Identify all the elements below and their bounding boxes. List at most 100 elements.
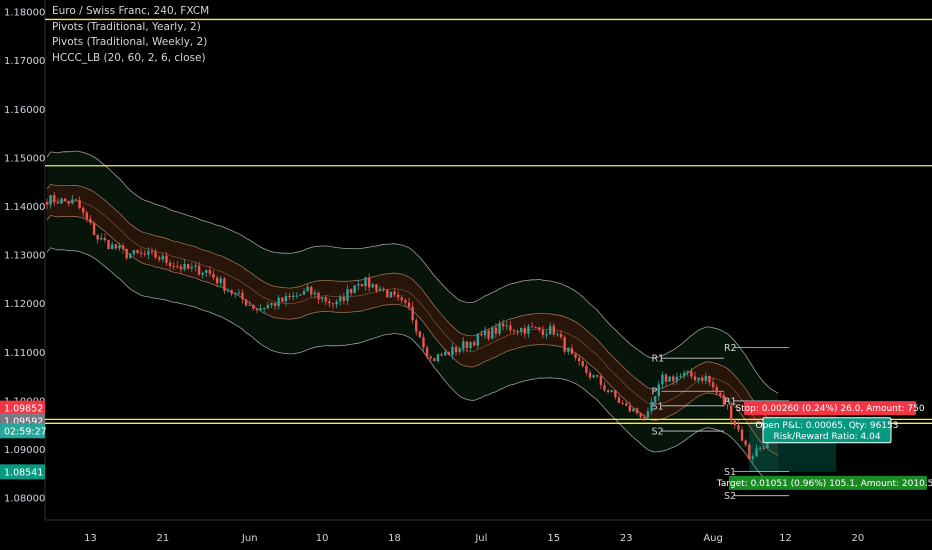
x-tick-label: Aug: [703, 533, 723, 544]
candle-body: [563, 337, 566, 352]
pivot-label-weekly: R2: [724, 343, 737, 354]
candle-body: [545, 334, 548, 336]
candle-body: [559, 333, 563, 338]
candle-body: [751, 456, 755, 460]
candle-body: [425, 347, 429, 357]
candle-body: [183, 264, 186, 270]
legend-symbol[interactable]: Euro / Swiss Franc, 240, FXCM: [52, 5, 210, 17]
channel-midline: [46, 199, 779, 440]
x-tick-label: 18: [388, 533, 401, 544]
candle-body: [758, 447, 762, 449]
candle-body: [331, 303, 335, 305]
candle-body: [375, 284, 378, 291]
stop-label: Stop: 0.00260 (0.24%) 26.0, Amount: 750: [735, 401, 925, 416]
candle-body: [628, 405, 632, 412]
candle-body: [71, 199, 74, 204]
candle-body: [339, 296, 342, 302]
candle-body: [273, 303, 277, 306]
candle-body: [150, 251, 154, 253]
candle-body: [378, 288, 382, 291]
candle-body: [480, 334, 483, 336]
candle-body: [78, 199, 81, 209]
candle-body: [469, 342, 472, 348]
candle-body: [252, 305, 255, 309]
candle-body: [132, 250, 136, 255]
candle-body: [266, 304, 270, 309]
candle-body: [498, 323, 501, 334]
candle-body: [176, 266, 179, 268]
candle-body: [664, 374, 668, 382]
candle-body: [60, 198, 63, 204]
pnl-label-text[interactable]: Open P&L: 0.00065, Qty: 96153: [756, 421, 899, 431]
candle-body: [610, 390, 613, 392]
candle-body: [494, 327, 498, 334]
candle-body: [505, 325, 508, 327]
candle-body: [668, 376, 671, 382]
candle-body: [299, 294, 302, 296]
candle-body: [89, 218, 92, 223]
candle-body: [603, 385, 606, 391]
candle-body: [411, 306, 414, 321]
candle-body: [143, 253, 146, 255]
candle-body: [110, 244, 114, 249]
candle-body: [407, 302, 411, 307]
legend-indicator[interactable]: HCCC_LB (20, 60, 2, 6, close): [52, 51, 206, 64]
candle-body: [219, 278, 222, 284]
candle-body: [306, 286, 309, 291]
legend-pivots-yearly[interactable]: Pivots (Traditional, Yearly, 2): [52, 20, 201, 33]
candle-body: [523, 327, 527, 334]
candle-body: [85, 212, 89, 219]
candle-body: [49, 195, 52, 205]
candle-body: [357, 284, 360, 286]
candle-body: [230, 290, 233, 294]
candle-body: [625, 403, 628, 406]
x-tick-label: Jul: [474, 533, 487, 544]
chart-legend: Euro / Swiss Franc, 240, FXCM Pivots (Tr…: [52, 4, 209, 66]
candle-body: [364, 277, 367, 287]
candle-body: [263, 308, 266, 310]
candle-body: [675, 376, 679, 382]
candle-body: [592, 375, 595, 378]
candle-body: [201, 272, 204, 275]
stop-label-text[interactable]: Stop: 0.00260 (0.24%) 26.0, Amount: 750: [735, 404, 924, 414]
candle-body: [396, 294, 400, 298]
candle-body: [139, 252, 143, 254]
candle-body: [556, 333, 559, 335]
candle-body: [679, 375, 682, 377]
candle-body: [748, 444, 751, 460]
candle-body: [259, 308, 262, 311]
stop-label-bg: [744, 401, 916, 416]
candle-body: [186, 264, 190, 269]
candle-body: [284, 295, 288, 302]
candle-body: [158, 257, 161, 260]
candle-body: [516, 331, 519, 333]
candle-body: [367, 277, 371, 288]
candle-body: [686, 371, 689, 373]
candle-body: [632, 408, 635, 412]
target-label-text[interactable]: Target: 0.01051 (0.96%) 105.1, Amount: 2…: [716, 479, 932, 489]
axis-price-label-bg: [0, 423, 45, 439]
pivot-label-weekly: S2: [652, 427, 664, 438]
candle-body: [574, 353, 577, 358]
axis-price-label: 02:59:27: [4, 426, 47, 437]
candle-body: [154, 251, 157, 258]
candle-body: [552, 325, 555, 335]
legend-pivots-weekly[interactable]: Pivots (Traditional, Weekly, 2): [52, 36, 208, 48]
candle-body: [205, 270, 208, 273]
target-label: Target: 0.01051 (0.96%) 105.1, Amount: 2…: [716, 475, 932, 490]
candle-body: [476, 334, 479, 346]
pnl-label-text[interactable]: Risk/Reward Ratio: 4.04: [773, 432, 880, 442]
y-tick-label: 1.16000: [4, 105, 45, 116]
candle-body: [400, 297, 403, 301]
x-tick-label: 21: [156, 533, 169, 544]
candle-body: [472, 342, 476, 346]
inner-band-upper: [46, 183, 779, 425]
axis-price-label: 1.09852: [4, 404, 43, 415]
candle-body: [458, 348, 461, 352]
candle-body: [726, 404, 729, 406]
y-tick-label: 1.14000: [4, 202, 45, 213]
candle-body: [96, 234, 99, 240]
candle-body: [483, 330, 487, 336]
candle-body: [212, 273, 215, 278]
